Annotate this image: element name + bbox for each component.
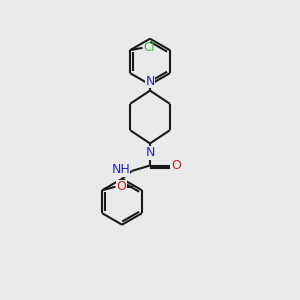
- Text: N: N: [145, 146, 155, 159]
- Text: Cl: Cl: [144, 41, 155, 54]
- Text: O: O: [172, 159, 182, 172]
- Text: NH: NH: [112, 164, 130, 176]
- Text: O: O: [117, 180, 126, 193]
- Text: N: N: [145, 75, 155, 88]
